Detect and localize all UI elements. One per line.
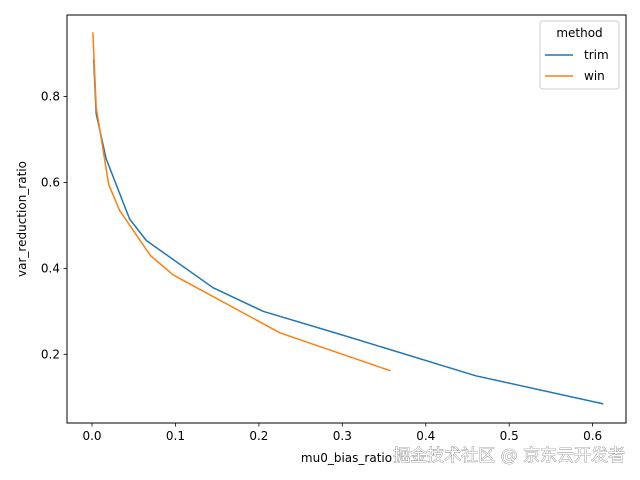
legend-items: trim win [545,48,609,83]
y-tick-label: 0.2 [41,347,60,361]
axes-frame [66,14,627,424]
series-line-win [92,32,391,372]
x-tick-label: 0.2 [249,429,268,443]
y-axis-label: var_reduction_ratio [15,161,29,277]
y-axis-ticks: 0.2 0.4 0.6 0.8 [41,90,67,361]
x-tick-label: 0.1 [166,429,185,443]
y-tick-label: 0.4 [41,261,60,275]
x-axis-label: mu0_bias_ratio [301,451,392,465]
x-tick-label: 0.4 [416,429,435,443]
y-tick-label: 0.8 [41,90,60,104]
x-tick-label: 0.6 [583,429,602,443]
legend-label-win: win [584,69,605,83]
legend-title: method [556,26,602,40]
x-axis-ticks: 0.0 0.1 0.2 0.3 0.4 0.5 0.6 [82,423,602,443]
legend: method trim win [539,20,620,90]
legend-label-trim: trim [584,48,609,62]
series-line-trim [92,59,604,405]
y-tick-label: 0.6 [41,175,60,189]
x-tick-label: 0.5 [500,429,519,443]
x-tick-label: 0.3 [333,429,352,443]
plot-lines [92,32,604,405]
x-tick-label: 0.0 [82,429,101,443]
watermark-text: 掘金技术社区 @ 京东云开发者 [393,446,625,466]
legend-box [539,20,620,90]
